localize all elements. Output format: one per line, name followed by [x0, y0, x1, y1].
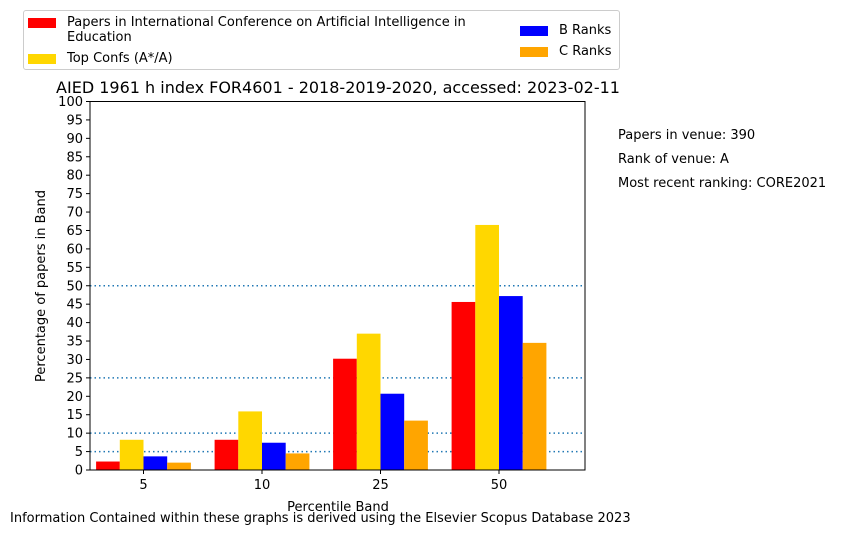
- x-tick-label-25: 25: [372, 478, 389, 493]
- y-axis-ticks: 0 5 10 15 20 25 30 35 40 45 50 55 60 65 70 75 80 85 90 95 10…: [58, 95, 90, 479]
- bar-50-series-0: [451, 301, 476, 470]
- y-tick-label-50: 50: [66, 279, 83, 294]
- legend-label-c-ranks: C Ranks: [559, 44, 612, 59]
- y-tick-label-40: 40: [66, 316, 83, 331]
- x-axis-label: Percentile Band: [287, 500, 389, 515]
- legend-item-c-ranks: C Ranks: [520, 44, 611, 59]
- y-tick-label-100: 100: [58, 95, 83, 110]
- y-tick-label-90: 90: [66, 132, 83, 147]
- y-tick-label-85: 85: [66, 150, 83, 165]
- y-tick-label-35: 35: [66, 335, 83, 350]
- legend-label-b-ranks: B Ranks: [559, 23, 612, 38]
- bar-5-series-1: [119, 439, 144, 470]
- bar-50-series-3: [522, 342, 547, 470]
- x-tick-label-50: 50: [491, 478, 508, 493]
- y-tick-label-45: 45: [66, 298, 83, 313]
- bar-10-series-0: [214, 439, 239, 470]
- legend-swatch-top-confs: [28, 54, 56, 64]
- legend-label-venue: Papers in International Conference on Ar…: [67, 15, 466, 45]
- y-tick-label-10: 10: [66, 427, 83, 442]
- chart-title: AIED 1961 h index FOR4601 - 2018-2019-20…: [56, 78, 620, 97]
- y-tick-label-0: 0: [75, 464, 83, 479]
- bar-10-series-3: [285, 453, 310, 470]
- bar-10-series-1: [238, 411, 262, 470]
- y-tick-label-30: 30: [66, 353, 83, 368]
- legend-label-top-confs: Top Confs (A*/A): [67, 51, 173, 66]
- bar-25-series-3: [404, 420, 428, 470]
- y-axis-label: Percentage of papers in Band: [34, 190, 49, 382]
- y-tick-label-55: 55: [66, 261, 83, 276]
- y-tick-label-75: 75: [66, 187, 83, 202]
- y-tick-label-80: 80: [66, 169, 83, 184]
- legend-item-venue: Papers in International Conference on Ar…: [28, 15, 468, 45]
- bar-10-series-2: [262, 442, 286, 470]
- legend-swatch-c-ranks: [520, 47, 548, 57]
- y-tick-label-60: 60: [66, 242, 83, 257]
- rank-of-venue-text: Rank of venue: A: [618, 152, 729, 167]
- bar-5-series-2: [143, 456, 168, 470]
- y-tick-label-65: 65: [66, 224, 83, 239]
- legend-item-b-ranks: B Ranks: [520, 23, 611, 38]
- bar-25-series-0: [333, 358, 357, 470]
- footer-attribution: Information Contained within these graph…: [10, 511, 631, 526]
- y-tick-label-95: 95: [66, 113, 83, 128]
- bar-25-series-2: [380, 393, 405, 470]
- y-tick-label-25: 25: [66, 371, 83, 386]
- y-tick-label-15: 15: [66, 408, 83, 423]
- legend-item-top-confs: Top Confs (A*/A): [28, 51, 173, 66]
- bar-5-series-0: [96, 461, 120, 470]
- legend: Papers in International Conference on Ar…: [23, 10, 620, 70]
- y-tick-label-70: 70: [66, 206, 83, 221]
- most-recent-ranking-text: Most recent ranking: CORE2021: [618, 176, 827, 191]
- legend-swatch-b-ranks: [520, 26, 548, 36]
- bar-50-series-2: [499, 296, 523, 470]
- legend-swatch-venue: [28, 18, 56, 28]
- bars: [96, 224, 547, 470]
- y-tick-label-5: 5: [75, 445, 83, 460]
- x-tick-label-5: 5: [139, 478, 147, 493]
- bar-50-series-1: [475, 224, 499, 470]
- bar-5-series-3: [167, 462, 191, 470]
- y-tick-label-20: 20: [66, 390, 83, 405]
- x-axis-ticks: 5 10 25 50: [139, 470, 507, 493]
- bar-25-series-1: [356, 333, 381, 470]
- papers-in-venue-text: Papers in venue: 390: [618, 128, 756, 143]
- x-tick-label-10: 10: [254, 478, 271, 493]
